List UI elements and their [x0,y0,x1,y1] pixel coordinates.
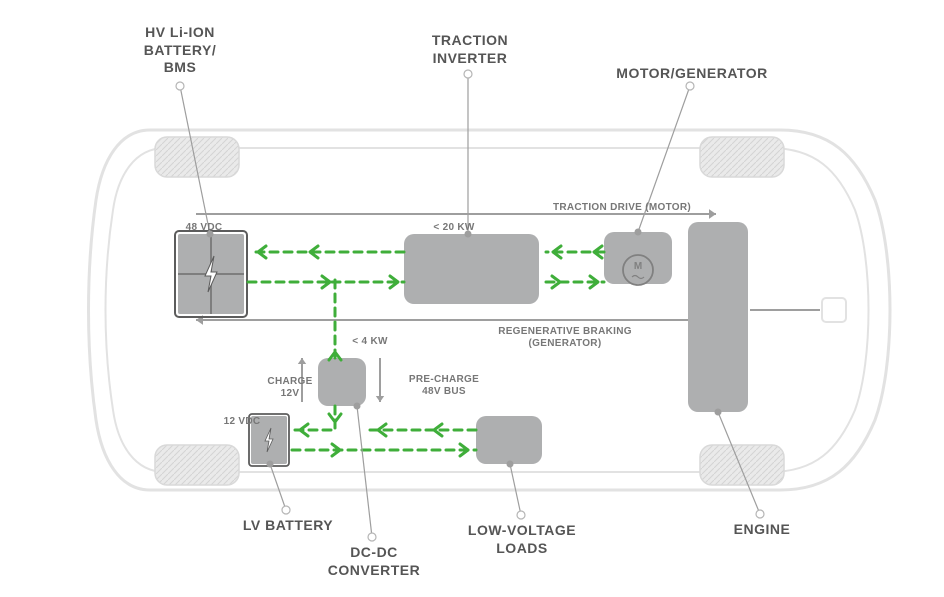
label-hv-battery: HV Li-IONBATTERY/BMS [110,24,250,77]
small-48vdc: 48 VDC [174,222,234,234]
label-lv-battery: LV BATTERY [218,517,358,535]
small-lt20kw: < 20 KW [424,222,484,234]
small-traction-drive: TRACTION DRIVE (MOTOR) [522,202,722,214]
label-traction-inverter: TRACTIONINVERTER [390,32,550,67]
label-dc-dc: DC-DCCONVERTER [304,544,444,579]
label-lv-loads: LOW-VOLTAGELOADS [442,522,602,557]
callout-lines [176,70,764,541]
label-motor-generator: MOTOR/GENERATOR [582,65,802,83]
diagram-canvas: M [0,0,944,597]
svg-text:M: M [634,261,642,272]
small-regen: REGENERATIVE BRAKING(GENERATOR) [440,326,690,350]
label-engine: ENGINE [682,521,842,539]
small-charge12v: CHARGE12V [255,376,325,400]
small-lt4kw: < 4 KW [340,336,400,348]
small-precharge: PRE-CHARGE48V BUS [384,374,504,398]
small-12vdc: 12 VDC [212,416,272,428]
